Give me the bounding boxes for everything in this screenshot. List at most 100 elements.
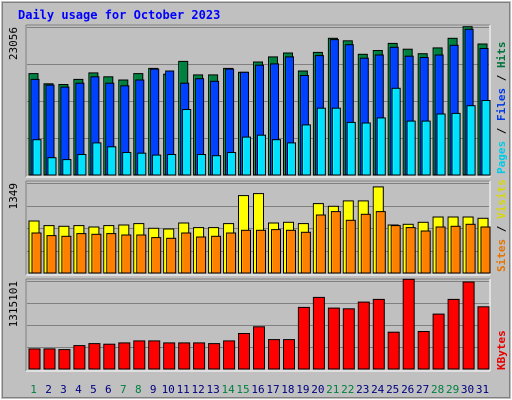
bar-pages-day-22 <box>346 121 356 176</box>
bar-sites-day-15 <box>241 229 251 274</box>
bar-kbytes-day-23 <box>357 301 370 370</box>
bar-sites-day-30 <box>465 223 476 274</box>
bar-kbytes-day-14 <box>223 340 236 370</box>
bar-sites-day-24 <box>375 211 386 274</box>
bar-pages-day-20 <box>316 107 326 176</box>
bar-pages-day-29 <box>451 112 461 176</box>
day-label-6: 6 <box>105 383 112 396</box>
bar-kbytes-day-19 <box>297 306 310 370</box>
panel-top: 23056 Pages / Files / Hits <box>7 24 508 178</box>
day-label-18: 18 <box>281 383 294 396</box>
bar-sites-day-21 <box>330 211 341 274</box>
bar-pages-day-25 <box>391 87 401 176</box>
panel-middle: 1349 Sites / Visits <box>7 179 508 276</box>
panel-legend: Pages / Files / Hits <box>495 42 508 175</box>
bar-sites-day-17 <box>271 229 281 274</box>
bar-pages-day-6 <box>107 146 117 176</box>
bar-sites-day-31 <box>480 226 491 274</box>
day-label-8: 8 <box>135 383 142 396</box>
bar-sites-day-28 <box>435 226 446 274</box>
bar-sites-day-7 <box>121 234 132 274</box>
day-label-9: 9 <box>150 383 157 396</box>
bar-kbytes-day-30 <box>462 281 475 370</box>
day-label-2: 2 <box>45 383 52 396</box>
bar-kbytes-day-8 <box>133 340 146 370</box>
bar-sites-day-11 <box>181 232 192 274</box>
bar-pages-day-11 <box>182 109 192 176</box>
legend-visits: Visits <box>495 179 508 219</box>
bar-kbytes-day-29 <box>447 298 460 370</box>
bar-pages-day-31 <box>481 100 491 176</box>
bar-kbytes-day-4 <box>73 345 86 370</box>
legend-pages: Pages <box>495 141 508 174</box>
bar-kbytes-day-25 <box>387 331 400 370</box>
bar-kbytes-day-13 <box>208 343 221 370</box>
bar-sites-day-26 <box>405 227 416 274</box>
bar-pages-day-23 <box>361 122 371 176</box>
bar-pages-day-8 <box>137 152 147 176</box>
bar-kbytes-day-11 <box>178 342 191 370</box>
bar-sites-day-29 <box>450 225 461 274</box>
bar-sites-day-3 <box>61 235 72 274</box>
bar-pages-day-7 <box>122 152 132 176</box>
day-label-4: 4 <box>75 383 82 396</box>
day-label-13: 13 <box>206 383 219 396</box>
day-label-25: 25 <box>386 383 399 396</box>
bar-pages-day-18 <box>287 142 296 176</box>
bar-pages-day-27 <box>421 120 431 176</box>
day-label-27: 27 <box>416 383 429 396</box>
bar-sites-day-23 <box>360 213 371 274</box>
day-label-29: 29 <box>446 383 459 396</box>
bar-pages-day-13 <box>212 155 222 176</box>
bar-kbytes-day-21 <box>327 307 340 370</box>
day-label-14: 14 <box>221 383 235 396</box>
bar-sites-day-25 <box>390 225 401 274</box>
bar-pages-day-19 <box>301 124 311 176</box>
day-label-19: 19 <box>296 383 309 396</box>
bar-kbytes-day-22 <box>342 308 355 370</box>
day-label-16: 16 <box>251 383 264 396</box>
bar-pages-day-1 <box>32 139 42 176</box>
day-label-24: 24 <box>371 383 385 396</box>
bar-sites-day-27 <box>420 230 431 274</box>
bar-pages-day-28 <box>436 113 446 176</box>
bar-sites-day-20 <box>315 214 326 274</box>
bar-pages-day-12 <box>197 154 207 176</box>
bar-sites-day-2 <box>46 235 57 274</box>
bar-pages-day-5 <box>92 142 102 176</box>
bar-sites-day-19 <box>300 231 311 274</box>
day-label-3: 3 <box>60 383 67 396</box>
day-labels: 1 2 3 4 5 6 7 8 9 10 11 12 13 14 15 16 17 18 19 20 21 22 23 24 2… <box>30 383 489 396</box>
day-label-20: 20 <box>311 383 324 396</box>
bar-kbytes-day-3 <box>58 349 71 370</box>
bar-kbytes-day-1 <box>28 348 41 370</box>
series-pages <box>32 87 491 176</box>
panel-max-label: 1315101 <box>7 281 20 327</box>
legend-separator: / <box>495 121 508 141</box>
bar-kbytes-day-15 <box>238 333 250 370</box>
day-label-17: 17 <box>266 383 279 396</box>
legend-sites: Sites <box>495 239 508 272</box>
bar-pages-day-9 <box>152 154 162 176</box>
day-label-7: 7 <box>120 383 127 396</box>
bar-sites-day-14 <box>226 232 237 274</box>
panel-max-label: 23056 <box>7 27 20 60</box>
chart-title: Daily usage for October 2023 <box>18 8 220 22</box>
bar-kbytes-day-12 <box>193 342 206 370</box>
bar-sites-day-1 <box>31 232 42 274</box>
bar-sites-day-22 <box>345 219 356 274</box>
day-label-23: 23 <box>356 383 369 396</box>
bar-sites-day-5 <box>91 233 102 274</box>
legend-separator: / <box>495 219 508 239</box>
bar-sites-day-16 <box>256 229 266 274</box>
bar-kbytes-day-17 <box>268 339 280 370</box>
day-label-28: 28 <box>431 383 444 396</box>
bar-kbytes-day-28 <box>432 313 445 370</box>
bar-kbytes-day-31 <box>477 306 490 370</box>
bar-pages-day-10 <box>167 154 177 176</box>
bar-kbytes-day-20 <box>312 296 325 370</box>
bar-sites-day-10 <box>166 237 177 274</box>
panel-max-label: 1349 <box>7 183 20 210</box>
bar-pages-day-15 <box>242 136 251 176</box>
